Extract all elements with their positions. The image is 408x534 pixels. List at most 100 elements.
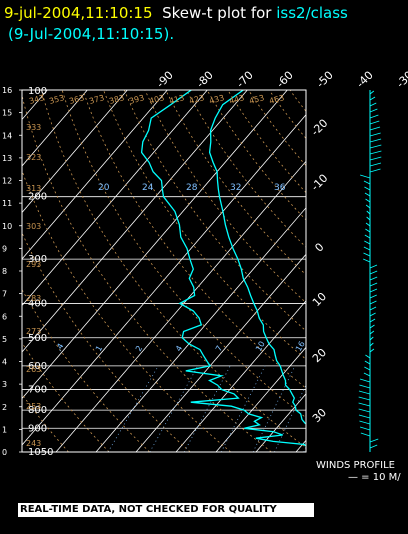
mixing-ratio-line	[357, 366, 392, 452]
mixing-ratio-line	[303, 446, 306, 452]
pressure-label: 300	[28, 254, 47, 265]
dry-adiabat-label: 423	[188, 93, 205, 106]
mixing-ratio-label: 28	[186, 183, 198, 193]
isotherm-label: -50	[314, 69, 336, 91]
dry-adiabat-label: 353	[48, 93, 65, 106]
dry-adiabat-label: 413	[168, 93, 185, 106]
dry-adiabat-label: 433	[208, 93, 225, 106]
isotherm-label: 30	[310, 406, 329, 425]
isotherm-line	[255, 393, 306, 452]
pressure-label: 800	[28, 405, 47, 416]
mixing-ratio-line	[107, 365, 159, 452]
mixing-ratio-label: 36	[274, 183, 286, 193]
wind-barb	[369, 342, 374, 347]
dry-adiabat-label: 273	[26, 327, 41, 336]
dry-adiabat-line	[165, 90, 306, 276]
height-label: 14	[2, 131, 12, 140]
height-label: 11	[2, 199, 12, 208]
pressure-label: 900	[28, 423, 47, 434]
dry-adiabat-label: 383	[108, 93, 125, 106]
isotherm-line	[22, 90, 168, 260]
wind-barb	[369, 330, 375, 335]
plot-frame	[21, 89, 307, 453]
wind-barb	[363, 258, 371, 263]
isotherm-line	[22, 90, 88, 167]
height-label: 2	[2, 403, 7, 412]
dry-adiabat-label: 333	[26, 123, 41, 132]
dry-adiabat-line	[289, 90, 306, 112]
isotherm-label: -40	[354, 69, 376, 91]
height-label: 7	[2, 290, 7, 299]
wind-barb	[365, 354, 371, 359]
height-label: 12	[2, 177, 12, 186]
wind-barb	[369, 288, 378, 293]
dry-adiabat-label: 453	[248, 93, 265, 106]
mixing-ratio-label: 24	[142, 183, 154, 193]
dry-adiabat-line	[268, 90, 306, 140]
isotherm-line	[22, 114, 306, 446]
isotherm-label: 10	[310, 290, 329, 309]
chart-subtitle: (9-Jul-2004,11:10:15).	[8, 25, 175, 43]
isotherm-line	[22, 90, 288, 400]
dry-adiabat-label: 243	[26, 439, 41, 448]
isotherm-label: -20	[309, 117, 331, 139]
dry-adiabat-label: 323	[26, 153, 41, 162]
isotherm-label: -30	[394, 69, 408, 91]
dry-adiabat-line	[22, 393, 69, 452]
wind-barb	[369, 306, 377, 311]
wind-barb	[369, 102, 377, 107]
wind-barb	[365, 198, 371, 203]
height-label: 3	[2, 380, 7, 389]
wind-barb	[369, 276, 378, 281]
dry-adiabat-line	[373, 90, 408, 452]
dry-adiabat-line	[22, 342, 110, 452]
wind-barb	[364, 192, 371, 197]
wind-barb	[364, 186, 371, 191]
isotherm-label: 0	[312, 240, 326, 254]
wind-barb	[369, 324, 375, 329]
mixing-ratio-line	[330, 366, 367, 452]
wind-barb	[369, 300, 377, 305]
wind-barb	[369, 168, 381, 173]
isotherm-line	[295, 439, 306, 452]
mixing-ratio-label: .4	[54, 342, 66, 353]
height-label: 6	[2, 312, 7, 321]
isotherm-line	[22, 90, 128, 214]
mixing-ratio-label: 2	[134, 344, 144, 353]
isotherm-line	[22, 90, 248, 353]
wind-barb	[369, 132, 381, 137]
isotherm-label: 20	[310, 346, 329, 365]
isotherm-line	[336, 90, 408, 452]
mixing-ratio-label: 20	[98, 183, 110, 193]
mixing-ratio-label: 7	[214, 344, 224, 353]
dry-adiabat-label: 303	[26, 222, 41, 231]
pressure-label: 200	[28, 192, 47, 203]
wind-barb	[358, 414, 371, 419]
isotherm-label: -80	[194, 69, 216, 91]
mixing-ratio-label: 32	[230, 183, 241, 193]
mixing-ratio-line	[340, 366, 376, 452]
dry-adiabat-label: 443	[228, 93, 245, 106]
dry-adiabat-line	[41, 90, 306, 449]
pressure-label: 500	[28, 333, 47, 344]
dry-adiabat-label: 393	[128, 93, 145, 106]
height-label: 9	[2, 244, 7, 253]
wind-barb	[358, 396, 371, 401]
wind-barb	[369, 156, 382, 161]
wind-barb	[369, 318, 376, 323]
wind-barb	[369, 312, 376, 317]
wind-barb	[369, 120, 380, 125]
wind-barb	[365, 228, 371, 233]
dry-adiabat-line	[22, 169, 231, 452]
isotherm-label: -60	[274, 69, 296, 91]
dry-adiabat-line	[185, 90, 306, 248]
wind-barb	[366, 216, 371, 221]
pressure-label: 400	[28, 298, 47, 309]
isotherm-label: -90	[154, 69, 176, 91]
height-label: 16	[2, 86, 12, 95]
mixing-ratio-label: 1	[94, 344, 104, 353]
wind-barb	[364, 360, 371, 365]
wind-barb	[364, 240, 371, 245]
wind-barb	[358, 408, 371, 413]
